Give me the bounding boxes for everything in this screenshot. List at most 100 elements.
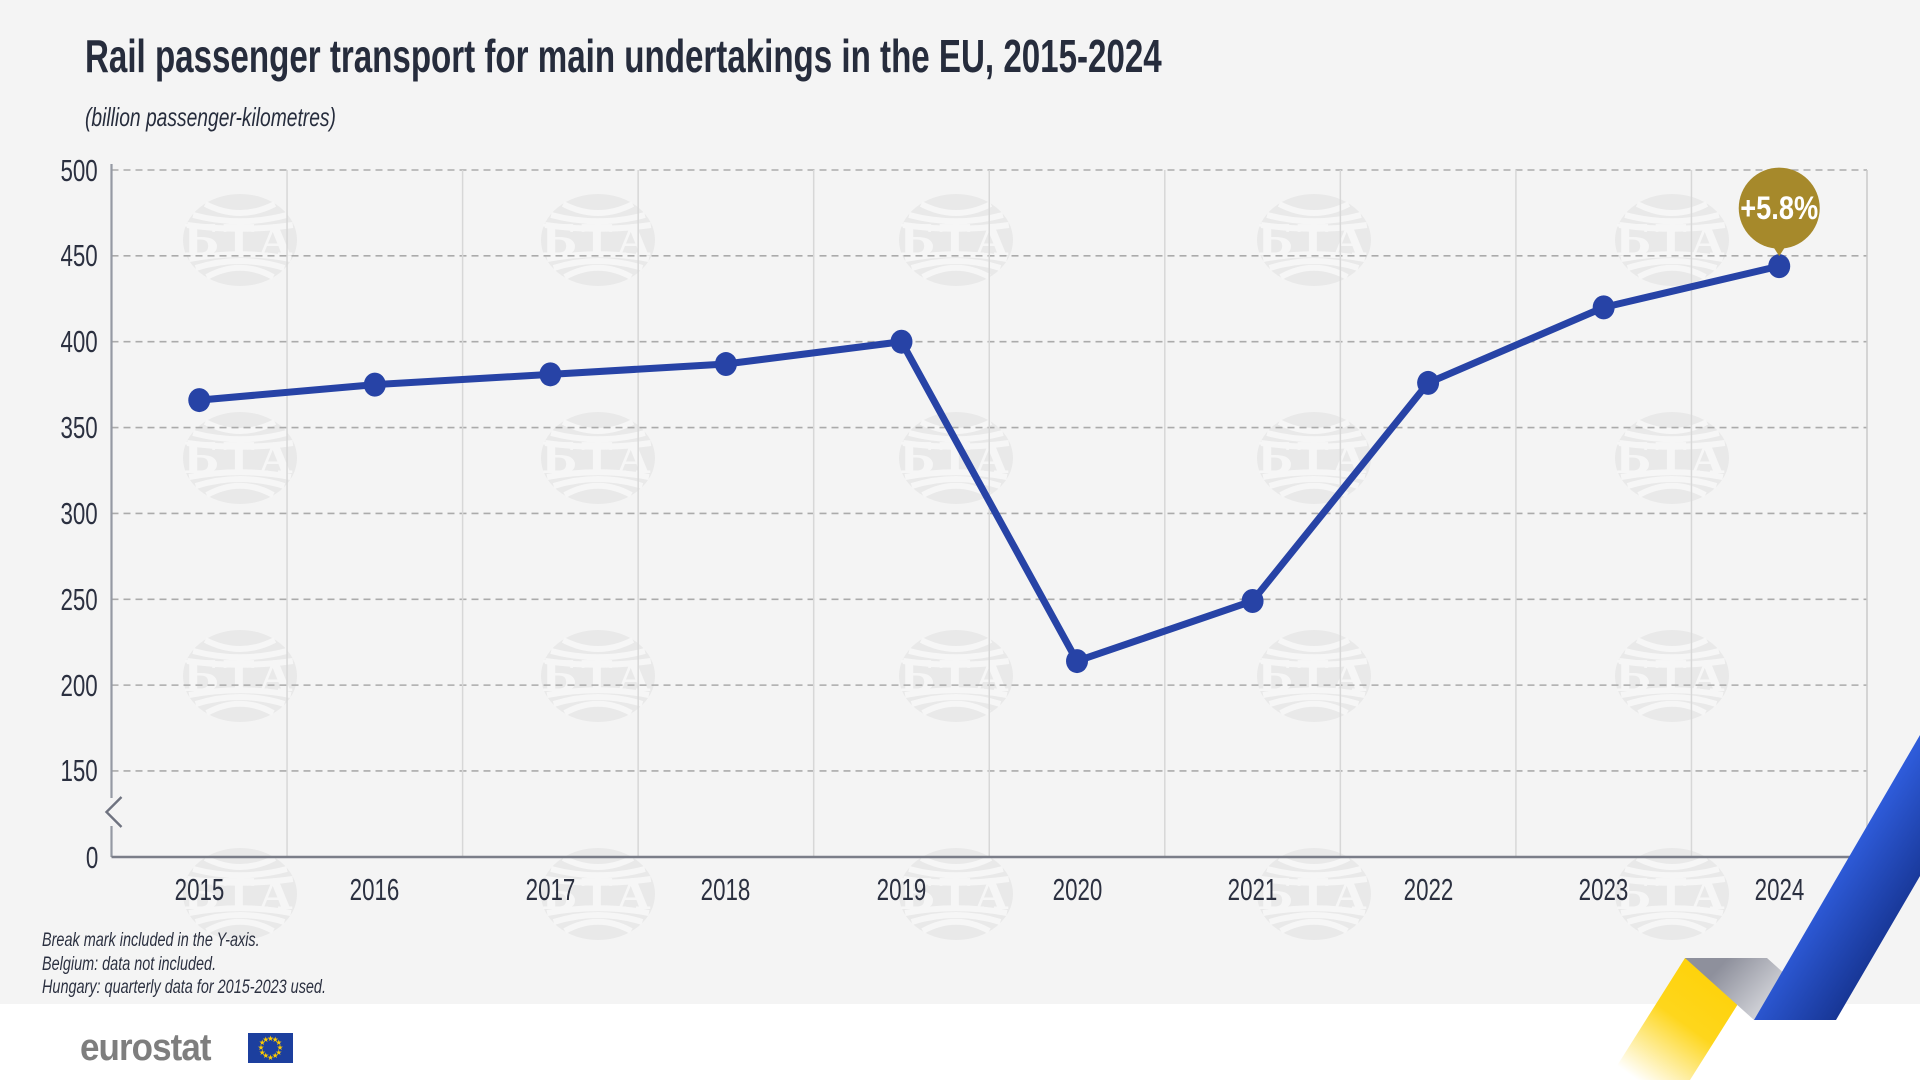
bta-watermark-emblem: БТА	[1615, 848, 1729, 940]
data-line	[195, 262, 1783, 665]
x-axis-label-2021: 2021	[1227, 872, 1278, 907]
page-title-text: Rail passenger transport for main undert…	[85, 30, 1162, 82]
bta-watermark-text: БТА	[183, 870, 296, 919]
bta-watermark-emblem: БТА	[899, 194, 1013, 286]
y-axis-label-350: 350	[60, 410, 98, 446]
bta-watermark-text: БТА	[1615, 216, 1728, 265]
page-subtitle: (billion passenger-kilometres)	[85, 102, 424, 133]
x-axis-label-2024: 2024	[1754, 872, 1805, 907]
annotation-badge: +5.8%	[1738, 167, 1820, 257]
y-axis-label-200: 200	[60, 667, 98, 703]
data-point-2018	[714, 352, 737, 377]
x-axis-label-2019: 2019	[876, 872, 927, 907]
bta-watermark-emblem: БТА	[541, 630, 655, 722]
ribbon-blue-band	[1754, 735, 1920, 1020]
bta-watermark-text: БТА	[541, 652, 654, 701]
x-axis-label-2022: 2022	[1403, 872, 1453, 907]
bta-watermark-text: БТА	[541, 434, 654, 483]
data-point-2017	[539, 362, 562, 387]
bta-watermark-emblem: БТА	[899, 848, 1013, 940]
bta-watermark-layer: БТА БТА БТА БТА БТА БТА БТА БТА БТА БТА БТА БТА БТА Б…	[183, 194, 1729, 940]
footnote-belgium: Belgium: data not included.	[42, 952, 217, 975]
bta-watermark-text: БТА	[1257, 434, 1370, 483]
y-axis-label-450: 450	[60, 238, 98, 274]
footnotes: Break mark included in the Y-axis. Belgi…	[42, 929, 426, 1000]
bta-watermark-emblem: БТА	[541, 194, 655, 286]
eu-flag-star: ★	[262, 1051, 270, 1061]
data-point-2020	[1066, 649, 1089, 674]
bta-watermark-emblem: БТА	[1257, 194, 1371, 286]
data-point-2024	[1768, 254, 1791, 279]
bta-watermark-emblem: БТА	[1257, 630, 1371, 722]
y-axis-label-250: 250	[60, 581, 98, 617]
eu-flag-star: ★	[262, 1034, 270, 1044]
x-axis-label-2016: 2016	[349, 872, 400, 907]
eurostat-logo: eurostat ★ ★ ★ ★ ★ ★ ★ ★ ★ ★ ★ ★	[80, 1027, 293, 1069]
bta-watermark-emblem: БТА	[183, 412, 297, 504]
bta-watermark-text: БТА	[183, 434, 296, 483]
footer-strip	[0, 1004, 1920, 1080]
eurostat-logo-text: eurostat	[80, 1027, 211, 1069]
bta-watermark-emblem: БТА	[183, 630, 297, 722]
bta-watermark-text: БТА	[1615, 434, 1728, 483]
footnote-break-mark: Break mark included in the Y-axis.	[42, 929, 260, 951]
eu-flag-icon: ★ ★ ★ ★ ★ ★ ★ ★ ★ ★ ★ ★	[248, 1033, 293, 1063]
annotation-badge-text: +5.8%	[1740, 191, 1818, 227]
bta-watermark-emblem: БТА	[183, 848, 297, 940]
bta-watermark-text: БТА	[1615, 870, 1728, 919]
data-point-2023	[1592, 295, 1615, 320]
x-axis-label-2015: 2015	[174, 872, 225, 907]
eu-flag-star: ★	[276, 1043, 284, 1052]
eu-flag-star: ★	[271, 1034, 279, 1044]
bta-watermark-text: БТА	[541, 870, 654, 919]
y-axis-label-400: 400	[60, 324, 98, 360]
bta-watermark-text: БТА	[1615, 652, 1728, 701]
eu-flag-star: ★	[275, 1038, 283, 1048]
eu-flag-star: ★	[258, 1047, 266, 1057]
eu-flag-star: ★	[258, 1038, 266, 1048]
bta-watermark-text: БТА	[1257, 652, 1370, 701]
bta-watermark-text: БТА	[1257, 216, 1370, 265]
bta-watermark-text: БТА	[899, 216, 1012, 265]
bta-watermark-emblem: БТА	[541, 412, 655, 504]
footnote-hungary: Hungary: quarterly data for 2015-2023 us…	[42, 976, 326, 998]
data-point-2019	[890, 329, 913, 354]
eu-flag-star: ★	[257, 1043, 265, 1052]
annotation-badge-circle	[1738, 167, 1820, 249]
data-point-2021	[1241, 588, 1264, 613]
eu-flag-star: ★	[275, 1047, 283, 1057]
bta-watermark-text: БТА	[899, 652, 1012, 701]
bta-watermark-emblem: БТА	[899, 630, 1013, 722]
bta-watermark-emblem: БТА	[1615, 630, 1729, 722]
bta-watermark-text: БТА	[1257, 870, 1370, 919]
x-axis-label-2017: 2017	[525, 872, 576, 907]
bta-watermark-emblem: БТА	[1257, 848, 1371, 940]
bta-watermark-text: БТА	[899, 870, 1012, 919]
data-point-2022	[1417, 370, 1440, 395]
bta-watermark-emblem: БТА	[183, 194, 297, 286]
y-axis-label-300: 300	[60, 495, 98, 531]
decorative-ribbon	[1608, 735, 1920, 1080]
data-point-2015	[188, 388, 211, 413]
x-axis-label-2023: 2023	[1578, 872, 1629, 907]
x-axis-label-2020: 2020	[1052, 872, 1102, 907]
y-axis-label-0: 0	[85, 839, 98, 875]
bta-watermark-text: БТА	[541, 216, 654, 265]
x-axis-label-2018: 2018	[701, 872, 751, 907]
y-axis-label-500: 500	[60, 152, 98, 188]
bta-watermark-text: БТА	[183, 652, 296, 701]
bta-watermark-emblem: БТА	[541, 848, 655, 940]
eu-flag-star: ★	[267, 1033, 274, 1043]
eu-flag-star: ★	[267, 1052, 274, 1062]
page-title: Rail passenger transport for main undert…	[85, 30, 1580, 82]
y-axis-break-mark	[104, 796, 123, 828]
data-point-2016	[363, 372, 386, 397]
y-axis-label-150: 150	[60, 753, 98, 789]
eu-flag-star: ★	[271, 1051, 279, 1061]
page-subtitle-text: (billion passenger-kilometres)	[85, 102, 336, 132]
bta-watermark-emblem: БТА	[1615, 412, 1729, 504]
bta-watermark-emblem: БТА	[1615, 194, 1729, 286]
